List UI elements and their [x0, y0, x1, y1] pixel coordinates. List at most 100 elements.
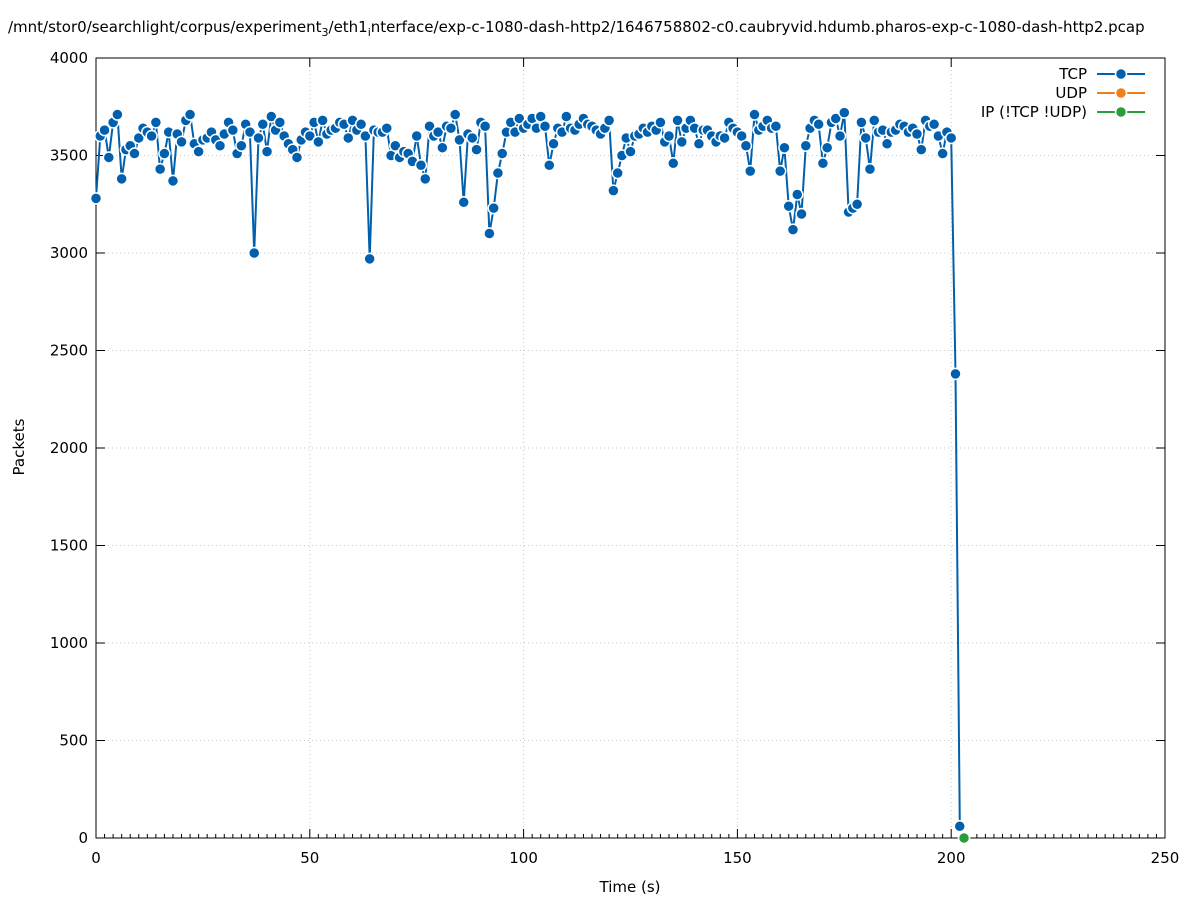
y-tick-label: 0	[78, 829, 88, 847]
data-point	[149, 116, 163, 129]
legend-label: TCP	[1058, 65, 1087, 83]
data-point	[799, 139, 813, 152]
x-tick-label: 0	[91, 849, 101, 867]
legend-marker	[1114, 105, 1128, 119]
data-point	[487, 201, 500, 215]
data-point	[213, 139, 227, 152]
data-point	[769, 120, 783, 133]
series-0	[89, 106, 967, 833]
data-point	[483, 227, 496, 240]
data-point	[128, 147, 141, 160]
data-point	[102, 151, 116, 164]
data-point	[602, 114, 616, 127]
y-tick-label: 3500	[50, 147, 88, 165]
data-point	[867, 114, 881, 127]
data-point	[543, 159, 556, 172]
data-point	[786, 223, 800, 236]
data-point	[829, 112, 842, 125]
data-point	[192, 145, 205, 158]
data-point	[235, 139, 248, 152]
data-point	[359, 129, 372, 143]
legend-label: UDP	[1055, 84, 1087, 102]
data-point	[624, 145, 637, 158]
data-point	[833, 129, 847, 143]
data-point	[175, 135, 188, 149]
data-point	[944, 131, 958, 145]
data-point	[478, 120, 492, 133]
data-point	[380, 121, 394, 135]
data-point	[547, 137, 560, 151]
data-point	[743, 164, 757, 178]
data-point	[748, 108, 761, 121]
data-point	[607, 184, 620, 197]
data-point	[431, 125, 445, 139]
data-point	[342, 131, 355, 145]
data-point	[491, 166, 505, 180]
y-tick-label: 2500	[50, 342, 88, 360]
series-2	[957, 831, 971, 845]
data-series	[89, 106, 971, 845]
data-point	[927, 118, 941, 131]
data-point	[936, 147, 949, 160]
data-point	[466, 131, 479, 145]
data-point	[820, 141, 834, 154]
y-tick-label: 1500	[50, 537, 88, 555]
data-point	[436, 141, 449, 154]
data-point	[111, 108, 124, 121]
data-point	[863, 162, 877, 176]
data-point	[675, 135, 689, 149]
data-point	[782, 199, 795, 213]
y-tick-label: 1000	[50, 634, 88, 652]
x-tick-label: 50	[300, 849, 319, 867]
data-point	[410, 129, 423, 143]
data-point	[812, 118, 825, 131]
data-point	[560, 110, 573, 123]
data-point	[739, 139, 753, 152]
data-point	[115, 172, 128, 186]
data-point	[671, 114, 684, 127]
data-point	[855, 116, 868, 129]
data-point	[910, 127, 924, 141]
data-point	[495, 147, 509, 160]
data-point	[816, 157, 830, 170]
data-point	[145, 129, 158, 143]
data-point	[273, 116, 287, 129]
data-point	[457, 196, 470, 209]
data-point	[98, 123, 111, 137]
data-point	[470, 143, 483, 156]
data-point	[838, 106, 851, 119]
data-point	[915, 143, 928, 156]
data-point	[226, 123, 240, 137]
data-point	[158, 147, 171, 160]
data-point	[303, 129, 317, 143]
x-axis-label: Time (s)	[599, 878, 661, 896]
series-line	[95, 110, 961, 827]
data-point	[795, 207, 808, 221]
data-point	[850, 198, 864, 211]
data-point	[363, 252, 376, 266]
data-point	[260, 145, 274, 158]
data-point	[419, 172, 432, 186]
y-tick-label: 4000	[50, 49, 88, 67]
data-point	[247, 246, 261, 260]
data-point	[654, 116, 667, 129]
data-point	[611, 166, 624, 180]
data-point	[354, 118, 368, 131]
data-point	[662, 129, 676, 143]
data-point	[448, 108, 462, 121]
data-point	[778, 141, 791, 154]
x-tick-label: 150	[723, 849, 752, 867]
data-point	[718, 131, 731, 145]
data-point	[312, 135, 325, 149]
data-point	[453, 133, 466, 147]
y-tick-label: 500	[59, 732, 88, 750]
axes: 0 50 100 150 200 2500500100015002000250030003…	[50, 49, 1180, 867]
data-point	[256, 118, 270, 131]
data-point	[791, 188, 804, 201]
y-tick-label: 2000	[50, 439, 88, 457]
data-point	[953, 820, 967, 833]
data-point	[957, 831, 971, 845]
data-point	[773, 164, 787, 178]
